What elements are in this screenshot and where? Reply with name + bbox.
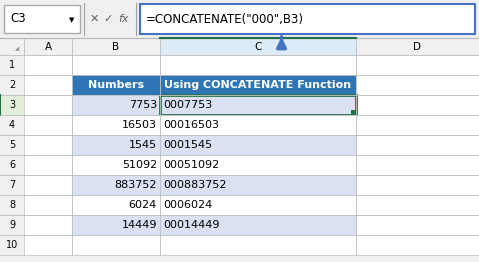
Text: 9: 9: [9, 220, 15, 230]
Text: 6: 6: [9, 160, 15, 170]
Text: 0006024: 0006024: [163, 200, 212, 210]
Bar: [72, 235, 160, 255]
Bar: [160, 38, 356, 55]
Bar: [4, 5, 80, 33]
Bar: [72, 175, 160, 195]
Text: Using CONCATENATE Function: Using CONCATENATE Function: [164, 80, 352, 90]
Text: 00016503: 00016503: [163, 120, 219, 130]
Bar: [160, 95, 356, 115]
Bar: [72, 195, 160, 215]
Bar: [0, 195, 24, 215]
Bar: [0, 0, 479, 38]
Bar: [0, 38, 24, 55]
Bar: [24, 55, 72, 75]
Bar: [0, 75, 24, 95]
Text: ▼: ▼: [69, 17, 75, 23]
Text: Numbers: Numbers: [88, 80, 144, 90]
Text: 0007753: 0007753: [163, 100, 212, 110]
Text: C3: C3: [10, 13, 25, 25]
Bar: [160, 215, 356, 235]
Text: 16503: 16503: [122, 120, 157, 130]
Bar: [72, 55, 160, 75]
Bar: [24, 38, 72, 55]
Bar: [160, 155, 356, 175]
Bar: [72, 135, 160, 155]
Bar: [140, 4, 475, 34]
Text: 7: 7: [9, 180, 15, 190]
Bar: [356, 215, 479, 235]
Text: 3: 3: [9, 100, 15, 110]
Bar: [72, 75, 160, 95]
Bar: [356, 175, 479, 195]
Text: ✓: ✓: [103, 14, 113, 24]
Bar: [24, 155, 72, 175]
Bar: [24, 235, 72, 255]
Text: 00051092: 00051092: [163, 160, 219, 170]
Text: 51092: 51092: [122, 160, 157, 170]
Bar: [0, 95, 24, 115]
Bar: [160, 195, 356, 215]
Text: =CONCATENATE("000",B3): =CONCATENATE("000",B3): [146, 13, 304, 25]
Text: 10: 10: [6, 240, 18, 250]
Text: 00014449: 00014449: [163, 220, 219, 230]
Bar: [24, 115, 72, 135]
Bar: [0, 115, 24, 135]
Text: A: A: [45, 41, 52, 52]
Text: 14449: 14449: [122, 220, 157, 230]
Bar: [0, 215, 24, 235]
Bar: [351, 110, 356, 115]
Bar: [160, 75, 356, 95]
Bar: [356, 135, 479, 155]
Bar: [0, 235, 24, 255]
Text: 6024: 6024: [129, 200, 157, 210]
Bar: [356, 55, 479, 75]
Text: 7753: 7753: [129, 100, 157, 110]
Bar: [0, 135, 24, 155]
Text: 5: 5: [9, 140, 15, 150]
Bar: [72, 38, 160, 55]
Text: 000883752: 000883752: [163, 180, 227, 190]
Bar: [0, 55, 24, 75]
Bar: [72, 115, 160, 135]
Bar: [160, 175, 356, 195]
Bar: [24, 95, 72, 115]
Bar: [24, 135, 72, 155]
Bar: [356, 38, 479, 55]
Text: 1545: 1545: [129, 140, 157, 150]
Bar: [24, 75, 72, 95]
Text: 8: 8: [9, 200, 15, 210]
Bar: [356, 75, 479, 95]
Bar: [24, 175, 72, 195]
Bar: [72, 95, 160, 115]
Text: 2: 2: [9, 80, 15, 90]
Bar: [24, 215, 72, 235]
Text: D: D: [413, 41, 422, 52]
Bar: [0, 155, 24, 175]
Bar: [72, 215, 160, 235]
Bar: [356, 115, 479, 135]
Bar: [0, 175, 24, 195]
Text: 883752: 883752: [114, 180, 157, 190]
Text: 1: 1: [9, 60, 15, 70]
Bar: [160, 135, 356, 155]
Text: fx: fx: [119, 14, 129, 24]
Bar: [160, 55, 356, 75]
Bar: [72, 155, 160, 175]
Bar: [24, 195, 72, 215]
Bar: [160, 95, 356, 115]
Bar: [356, 195, 479, 215]
Text: C: C: [254, 41, 262, 52]
Bar: [356, 155, 479, 175]
Text: ✕: ✕: [89, 14, 99, 24]
Text: ◢: ◢: [15, 46, 19, 51]
Bar: [356, 95, 479, 115]
Text: B: B: [113, 41, 120, 52]
Bar: [356, 235, 479, 255]
Text: 0001545: 0001545: [163, 140, 212, 150]
Bar: [160, 235, 356, 255]
Text: 4: 4: [9, 120, 15, 130]
Bar: [160, 115, 356, 135]
